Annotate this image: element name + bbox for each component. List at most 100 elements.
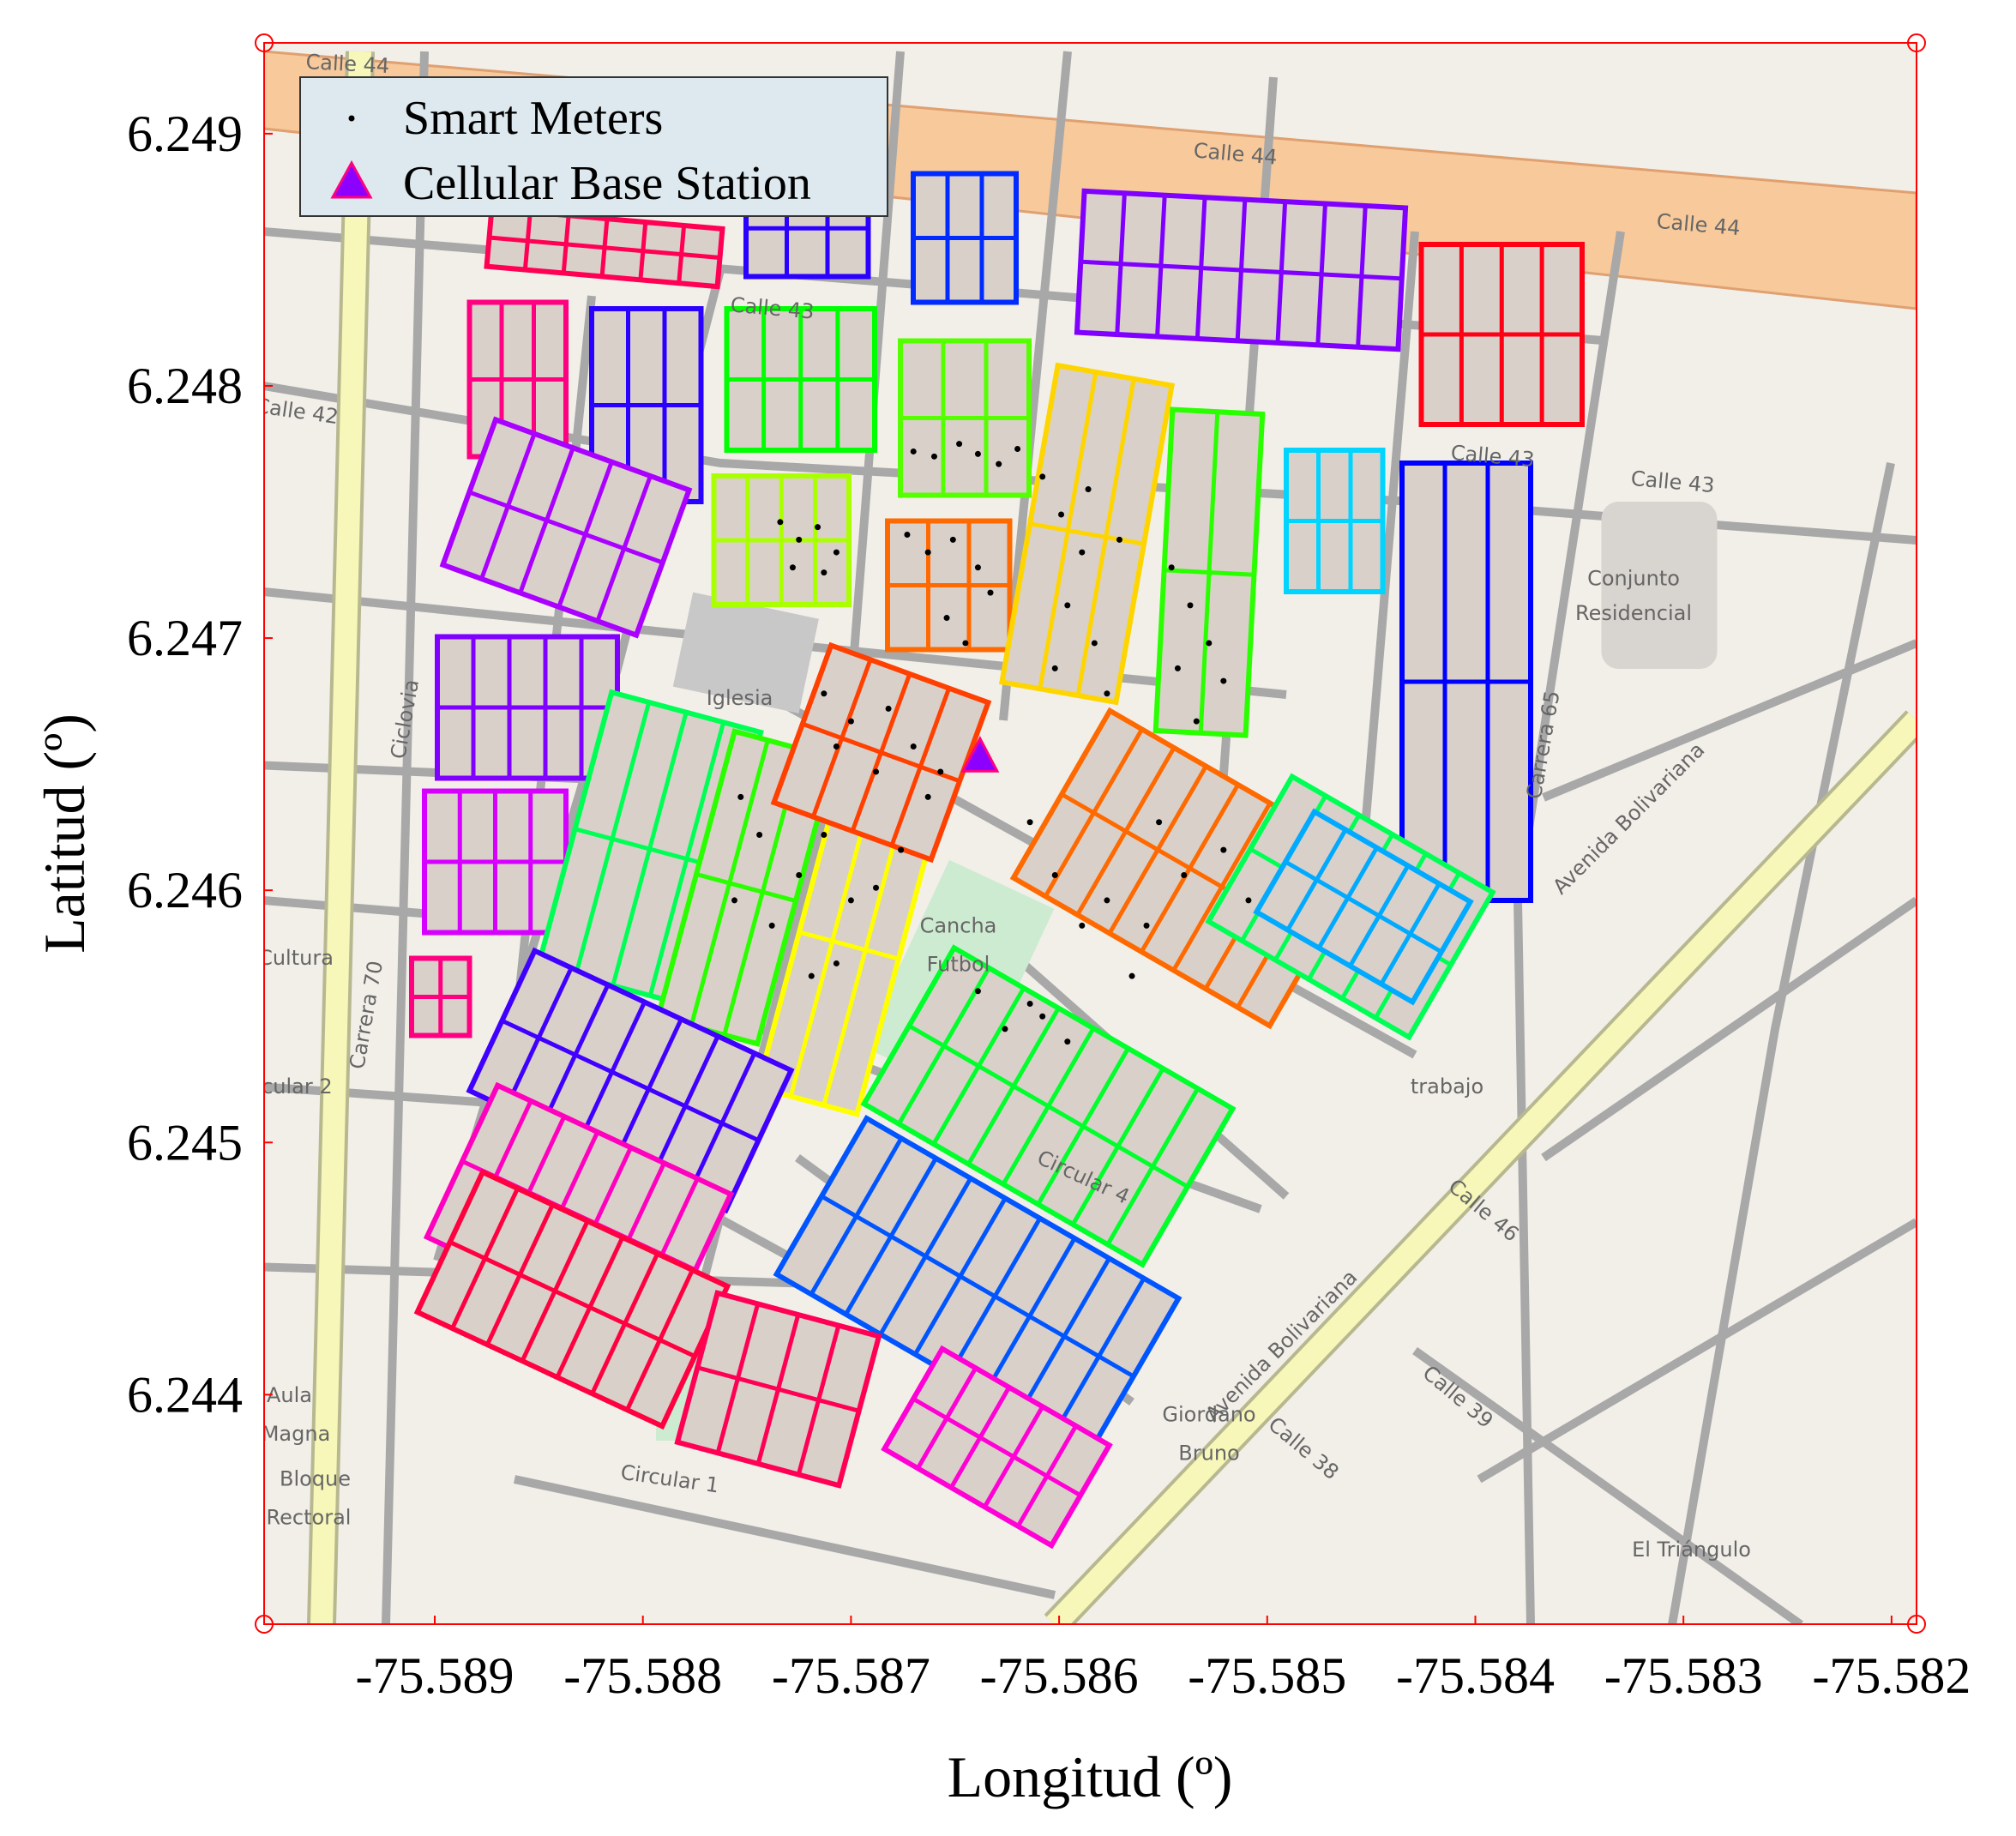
- corner-marker: [255, 1615, 274, 1634]
- map-label: Conjunto: [1587, 567, 1680, 591]
- street: [1477, 1218, 1917, 1484]
- smart-meter: [1026, 819, 1033, 826]
- building-block: [881, 1345, 1113, 1550]
- smart-meter: [1085, 486, 1092, 493]
- street: [1542, 639, 1917, 802]
- smart-meter: [974, 450, 981, 457]
- legend-box: [299, 76, 888, 217]
- smart-meter: [1064, 1038, 1071, 1045]
- map-label: trabajo: [1411, 1075, 1483, 1099]
- smart-meter: [796, 536, 803, 543]
- smart-meter: [737, 793, 744, 800]
- smart-meter: [910, 448, 917, 454]
- building-edge: [1080, 259, 1402, 281]
- corner-marker: [1907, 1615, 1926, 1634]
- smart-meter: [1220, 846, 1227, 853]
- smart-meter: [962, 640, 969, 647]
- x-tick-label: -75.587: [772, 1647, 930, 1704]
- smart-meter: [821, 690, 827, 697]
- map-label: Aula: [267, 1383, 312, 1407]
- smart-meter: [777, 519, 784, 526]
- smart-meter: [949, 536, 956, 543]
- building-block: [1418, 242, 1585, 427]
- smart-meter: [910, 743, 917, 750]
- corner-marker: [1907, 33, 1926, 52]
- church: [672, 592, 819, 713]
- smart-meter: [821, 569, 827, 576]
- x-tick-label: -75.589: [356, 1647, 515, 1704]
- building-block: [724, 306, 877, 453]
- smart-meter: [1064, 602, 1071, 609]
- legend-marker: [330, 160, 373, 199]
- legend-label: Smart Meters: [403, 92, 663, 145]
- building-block: [1253, 808, 1474, 1006]
- building-block: [898, 338, 1032, 498]
- building-block: [409, 955, 472, 1038]
- street: [1541, 896, 1917, 1162]
- street: [382, 51, 429, 1624]
- smart-meter: [956, 441, 963, 448]
- x-tick-label: -75.583: [1604, 1647, 1763, 1704]
- smart-meter: [1104, 690, 1110, 697]
- smart-meter: [1181, 872, 1188, 879]
- map-label: Rectoral: [267, 1506, 352, 1530]
- x-tick-label: -75.582: [1812, 1647, 1971, 1704]
- smart-meter: [1245, 897, 1252, 904]
- map-label: Circular 2: [233, 1075, 332, 1099]
- residential: [1601, 502, 1718, 669]
- building-block: [770, 641, 992, 864]
- building-block: [1074, 188, 1409, 352]
- map-label: Iglesia: [707, 686, 773, 710]
- building-block: [1399, 461, 1533, 903]
- street: [1668, 461, 1895, 1624]
- smart-meter: [924, 549, 931, 556]
- building-block: [422, 788, 569, 936]
- building-block: [998, 362, 1176, 706]
- smart-meter: [808, 972, 815, 979]
- smart-meter: [1220, 677, 1227, 684]
- building-block: [885, 518, 1013, 653]
- smart-meter: [768, 922, 775, 929]
- building-block: [674, 1290, 882, 1489]
- legend-label: Cellular Base Station: [403, 157, 811, 210]
- map-label: Giordano: [1162, 1403, 1255, 1427]
- y-tick-label: 6.246: [127, 862, 243, 918]
- map-label: Cancha: [920, 914, 997, 938]
- x-tick-label: -75.588: [563, 1647, 722, 1704]
- smart-meter: [833, 743, 839, 750]
- legend-marker: [348, 115, 355, 122]
- base-station: [960, 736, 1000, 773]
- building-edge: [802, 721, 960, 784]
- street: [1412, 1346, 1803, 1624]
- smart-meter: [974, 988, 981, 995]
- smart-meter: [1128, 972, 1135, 979]
- y-tick-label: 6.244: [127, 1366, 243, 1423]
- smart-meter: [815, 524, 821, 531]
- smart-meter: [1206, 640, 1213, 647]
- smart-meter: [924, 793, 931, 800]
- smart-meter: [847, 718, 854, 725]
- building-edge: [1029, 521, 1145, 546]
- smart-meter: [873, 768, 880, 775]
- building-edge: [695, 872, 797, 903]
- y-tick-label: 6.248: [127, 358, 243, 414]
- map-label: Bloque: [280, 1467, 351, 1491]
- building-edge: [468, 490, 664, 565]
- building-edge: [820, 1194, 1135, 1379]
- smart-meter: [1079, 549, 1086, 556]
- map-label: El Triángulo: [1632, 1538, 1751, 1562]
- map-label: Calle 44: [305, 50, 390, 78]
- building-block: [1152, 406, 1266, 738]
- smart-meter: [731, 897, 737, 904]
- plot-frame: [263, 42, 1917, 1625]
- building-block: [435, 634, 620, 781]
- smart-meter: [833, 549, 839, 556]
- smart-meter: [996, 461, 1002, 467]
- building-block: [484, 206, 725, 290]
- smart-meter: [898, 846, 905, 853]
- avenue: [310, 51, 371, 1624]
- map-label: Futbol: [927, 953, 990, 977]
- smart-meter: [1014, 445, 1021, 452]
- street: [513, 1475, 1056, 1599]
